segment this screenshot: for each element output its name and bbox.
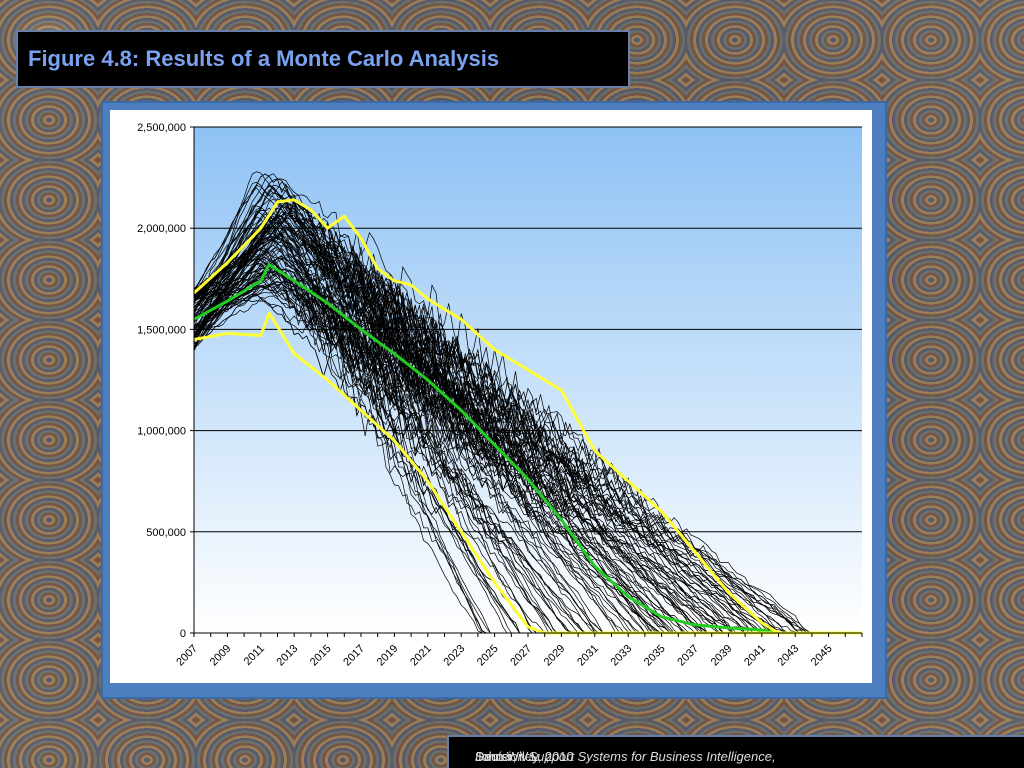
simulated-path [193, 267, 520, 634]
simulated-path [193, 173, 725, 634]
simulated-paths [193, 171, 813, 634]
x-tick-label: 2007 [174, 643, 200, 669]
simulated-path [193, 262, 596, 634]
simulated-path [193, 210, 574, 634]
simulated-path [193, 200, 671, 634]
simulated-path [193, 247, 483, 634]
simulated-path [193, 255, 775, 634]
x-tick-label: 2025 [475, 643, 501, 669]
y-tick-label: 1,500,000 [137, 324, 186, 336]
simulated-path [193, 184, 762, 634]
x-tick-label: 2031 [575, 643, 601, 669]
simulated-path [193, 248, 512, 634]
y-tick-label: 500,000 [146, 527, 186, 539]
x-tick-label: 2035 [642, 643, 668, 669]
x-tick-label: 2009 [208, 643, 234, 669]
x-axis-tick-labels: 2007 2009 2011 2013 2015 2017 2019 2021 2023 2025… [174, 633, 863, 669]
citation-book: Decision Support Systems for Business In… [475, 749, 776, 764]
simulated-path [193, 263, 691, 634]
simulated-path [193, 249, 587, 634]
monte-carlo-chart: 0 500,000 1,000,000 1,500,000 2,000,000 2,500… [137, 122, 863, 669]
simulated-path [193, 257, 783, 634]
simulated-path [193, 236, 804, 634]
upper-series-line [192, 198, 862, 635]
x-tick-label: 2017 [341, 643, 367, 669]
simulated-path [193, 257, 587, 634]
simulated-path [193, 237, 708, 634]
simulated-path [193, 293, 750, 634]
simulated-path [193, 270, 491, 634]
citation-publisher: John Wiley, 2010 [475, 749, 574, 764]
median-series-line [193, 263, 779, 635]
simulated-path [193, 212, 775, 634]
percentile-bands [192, 198, 862, 635]
x-tick-label: 2043 [776, 643, 802, 669]
simulated-path [193, 215, 813, 634]
x-tick-label: 2029 [542, 643, 568, 669]
x-tick-label: 2023 [442, 643, 468, 669]
title-box: Figure 4.8: Results of a Monte Carlo Ana… [16, 30, 630, 88]
y-axis-tick-labels: 0 500,000 1,000,000 1,500,000 2,000,000 2,500… [137, 122, 194, 640]
simulated-path [193, 214, 662, 634]
x-tick-label: 2045 [809, 643, 835, 669]
x-tick-label: 2039 [709, 643, 735, 669]
simulated-path [193, 226, 625, 634]
x-tick-label: 2041 [742, 643, 768, 669]
x-tick-label: 2033 [609, 643, 635, 669]
x-tick-label: 2013 [275, 643, 301, 669]
citation-footer: Sauter, V.L. , Decision Support Systems … [447, 735, 1024, 768]
simulated-path [193, 178, 788, 634]
simulated-path [193, 258, 608, 634]
simulated-path [193, 279, 746, 634]
x-tick-label: 2011 [242, 643, 267, 668]
x-tick-label: 2021 [408, 643, 434, 669]
citation-author: Sauter, V.L. , [475, 749, 549, 764]
x-tick-label: 2027 [508, 643, 534, 669]
simulated-path [193, 277, 520, 634]
simulated-path [193, 210, 558, 634]
simulated-path [193, 256, 741, 634]
x-tick-label: 2019 [375, 643, 401, 669]
simulated-path [193, 217, 750, 634]
simulated-path [193, 232, 491, 634]
simulated-path [193, 212, 750, 634]
simulated-path [193, 263, 575, 634]
lower-series-line [193, 311, 862, 635]
simulated-path [193, 283, 721, 634]
x-tick-label: 2015 [308, 643, 334, 669]
simulated-path [193, 171, 729, 634]
simulated-path [193, 220, 520, 634]
slide-title: Figure 4.8: Results of a Monte Carlo Ana… [28, 46, 500, 71]
y-tick-label: 1,000,000 [137, 426, 186, 438]
y-tick-label: 2,000,000 [137, 223, 186, 235]
x-tick-label: 2037 [675, 643, 701, 669]
y-tick-label: 0 [180, 628, 186, 640]
simulated-path [193, 224, 637, 634]
y-tick-label: 2,500,000 [137, 122, 186, 134]
